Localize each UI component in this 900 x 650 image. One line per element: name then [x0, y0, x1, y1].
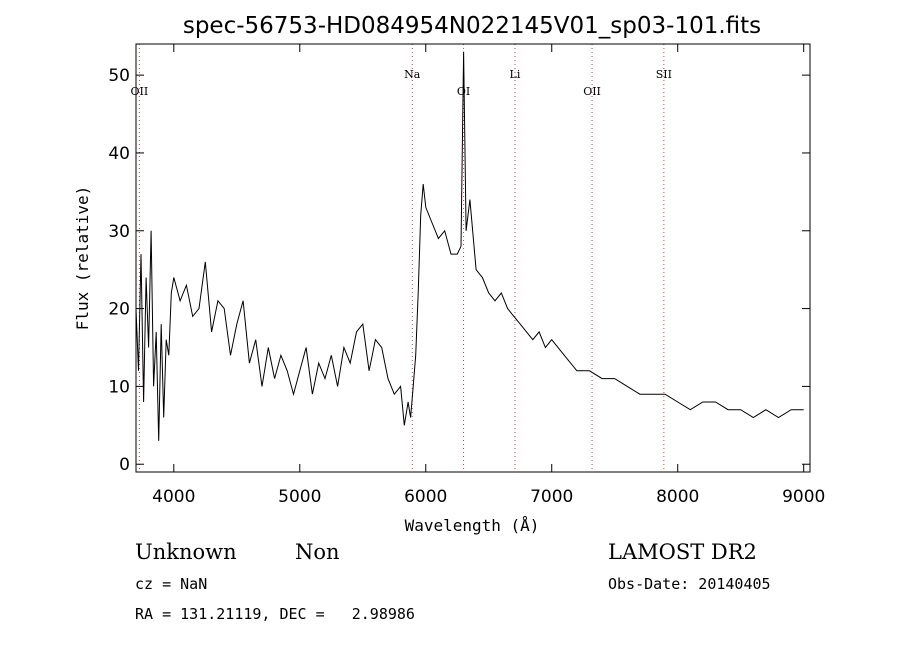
spectrum-series — [135, 51, 804, 441]
obs-date-label: Obs-Date: 20140405 — [608, 575, 771, 593]
x-tick-label: 5000 — [278, 487, 321, 507]
object-class: Unknown — [135, 540, 237, 564]
x-tick-label: 9000 — [782, 487, 825, 507]
annotation-label: Na — [404, 68, 421, 81]
y-tick-label: 40 — [108, 144, 130, 164]
survey-label: LAMOST DR2 — [608, 540, 757, 564]
annotation-label: SII — [656, 68, 672, 81]
y-tick-label: 30 — [108, 222, 130, 242]
x-tick-label: 4000 — [152, 487, 195, 507]
annotation-label: Li — [510, 68, 521, 81]
annotation-label: OII — [131, 85, 149, 98]
coordinates-label: RA = 131.21119, DEC = 2.98986 — [135, 605, 415, 623]
y-tick-label: 50 — [108, 66, 130, 86]
y-axis-label: Flux (relative) — [73, 186, 92, 331]
x-tick-label: 7000 — [530, 487, 573, 507]
x-tick-label: 8000 — [656, 487, 699, 507]
axes: 4000 5000 6000 7000 8000 9000 0 10 20 30 40 50 — [108, 44, 825, 507]
x-tick-label: 6000 — [404, 487, 447, 507]
redshift-label: cz = NaN — [135, 575, 208, 593]
spectrum-line — [135, 51, 804, 441]
chart-title: spec-56753-HD084954N022145V01_sp03-101.f… — [183, 13, 761, 39]
y-tick-label: 20 — [108, 300, 130, 320]
x-axis-label: Wavelength (Å) — [405, 516, 540, 535]
y-tick-label: 0 — [119, 455, 130, 475]
plot-frame — [135, 43, 811, 473]
object-subclass: Non — [295, 540, 340, 564]
y-tick-label: 10 — [108, 377, 130, 397]
annotation-label: OII — [583, 85, 601, 98]
